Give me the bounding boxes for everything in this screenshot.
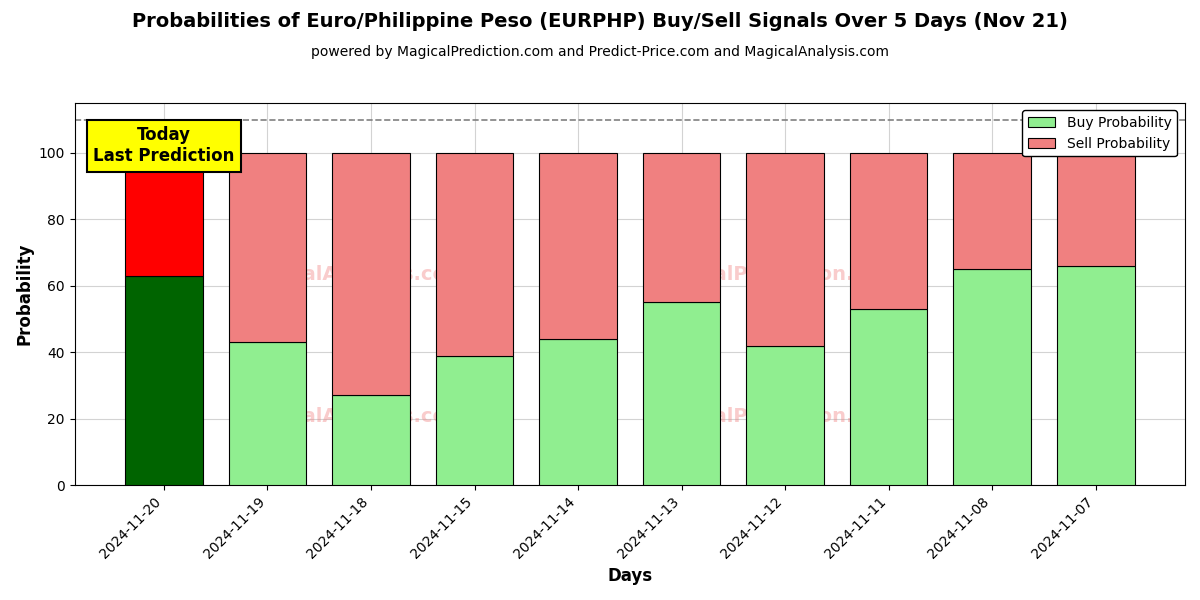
Bar (1057, 153, 1134, 266)
X-axis label: Days: Days (607, 567, 653, 585)
Bar (229, 342, 306, 485)
Text: MagicalPrediction.com: MagicalPrediction.com (649, 407, 899, 426)
Bar (746, 153, 824, 346)
Text: MagicalAnalysis.com: MagicalAnalysis.com (238, 265, 467, 284)
Bar (125, 153, 203, 276)
Y-axis label: Probability: Probability (16, 243, 34, 345)
Bar (332, 395, 410, 485)
Bar (953, 153, 1031, 269)
Bar (643, 302, 720, 485)
Bar (746, 346, 824, 485)
Bar (953, 269, 1031, 485)
Bar (436, 153, 514, 356)
Text: Today
Last Prediction: Today Last Prediction (94, 126, 235, 165)
Text: Probabilities of Euro/Philippine Peso (EURPHP) Buy/Sell Signals Over 5 Days (Nov: Probabilities of Euro/Philippine Peso (E… (132, 12, 1068, 31)
Bar (850, 309, 928, 485)
Text: MagicalPrediction.com: MagicalPrediction.com (649, 265, 899, 284)
Bar (229, 153, 306, 342)
Bar (539, 153, 617, 339)
Text: powered by MagicalPrediction.com and Predict-Price.com and MagicalAnalysis.com: powered by MagicalPrediction.com and Pre… (311, 45, 889, 59)
Bar (539, 339, 617, 485)
Bar (436, 356, 514, 485)
Bar (643, 153, 720, 302)
Bar (1057, 266, 1134, 485)
Legend: Buy Probability, Sell Probability: Buy Probability, Sell Probability (1022, 110, 1177, 157)
Bar (850, 153, 928, 309)
Bar (125, 276, 203, 485)
Bar (332, 153, 410, 395)
Text: MagicalAnalysis.com: MagicalAnalysis.com (238, 407, 467, 426)
